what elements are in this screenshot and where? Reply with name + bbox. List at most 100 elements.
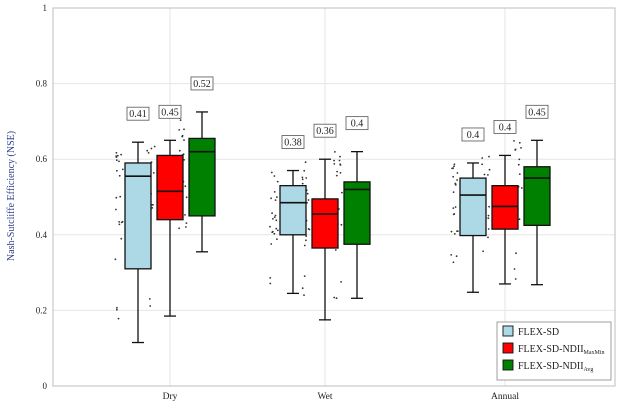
- jitter-point: [185, 196, 188, 199]
- jitter-point: [305, 239, 307, 242]
- jitter-point: [301, 287, 304, 290]
- jitter-point: [152, 172, 155, 174]
- jitter-point: [513, 268, 516, 270]
- mean-labels: 0.41 0.38 0.4 0.45 0.36 0.4 0.52 0.4 0.45: [126, 76, 549, 149]
- jitter-point: [181, 135, 184, 138]
- jitter-point: [270, 171, 273, 174]
- jitter-point: [116, 306, 118, 309]
- mean-label: 0.4: [351, 119, 364, 130]
- jitter-point: [151, 207, 154, 209]
- jitter-point: [273, 191, 276, 193]
- jitter-point: [306, 192, 309, 195]
- jitter-point: [455, 255, 458, 258]
- jitter-point: [303, 244, 306, 247]
- jitter-point: [456, 179, 458, 181]
- jitter-point: [487, 236, 489, 239]
- jitter-point: [118, 223, 121, 226]
- jitter-point: [487, 174, 489, 176]
- jitter-point: [518, 158, 521, 161]
- jitter-point: [487, 228, 490, 230]
- box: [156, 154, 184, 221]
- jitter-point: [269, 277, 272, 279]
- box: [188, 137, 216, 217]
- jitter-point: [518, 218, 521, 221]
- y-tick-label: 0.6: [36, 154, 48, 164]
- jitter-point: [454, 206, 457, 208]
- jitter-point: [115, 196, 118, 199]
- jitter-point: [454, 184, 457, 186]
- jitter-point: [518, 141, 521, 144]
- x-category-label: Dry: [163, 392, 178, 402]
- jitter-point: [117, 317, 120, 320]
- jitter-point: [520, 147, 522, 149]
- jitter-point: [453, 165, 455, 168]
- jitter-point: [184, 214, 186, 216]
- jitter-point: [488, 205, 490, 208]
- jitter-point: [305, 177, 308, 179]
- jitter-point: [339, 164, 342, 166]
- jitter-point: [179, 119, 182, 121]
- jitter-point: [276, 196, 278, 199]
- jitter-point: [276, 180, 279, 183]
- mean-label: 0.52: [193, 79, 211, 90]
- mean-label: 0.45: [161, 107, 179, 118]
- jitter-point: [452, 175, 455, 178]
- jitter-point: [149, 305, 152, 307]
- y-tick-label: 0: [43, 381, 48, 391]
- y-tick-label: 0.4: [36, 230, 48, 240]
- jitter-point: [514, 148, 517, 151]
- jitter-point: [301, 178, 304, 181]
- jitter-point: [481, 163, 483, 166]
- jitter-point: [340, 223, 343, 226]
- box: [343, 181, 371, 245]
- legend-swatch: [502, 325, 514, 337]
- jitter-point: [114, 258, 117, 261]
- jitter-point: [307, 199, 310, 201]
- legend: FLEX-SD FLEX-SD-NDIIMaxMin FLEX-SD-NDIIAvg: [496, 321, 612, 381]
- jitter-point: [116, 308, 118, 311]
- jitter-point: [276, 238, 278, 241]
- jitter-point: [488, 155, 490, 158]
- x-category-label: Annual: [491, 392, 519, 402]
- mean-label: 0.4: [467, 130, 480, 141]
- mean-label-box: [493, 120, 517, 134]
- jitter-point: [274, 214, 277, 217]
- jitter-point: [273, 175, 276, 177]
- jitter-point: [452, 213, 455, 216]
- mean-label-box: [313, 123, 337, 138]
- jitter-point: [340, 281, 342, 283]
- jitter-point: [487, 214, 490, 217]
- jitter-point: [115, 159, 118, 162]
- jitter-point: [341, 191, 343, 194]
- jitter-point: [183, 159, 186, 161]
- y-tick-label: 0.2: [36, 305, 47, 315]
- jitter-point: [150, 147, 153, 150]
- jitter-point: [453, 163, 456, 166]
- jitter-point: [185, 222, 188, 225]
- jitter-point: [271, 212, 273, 215]
- mean-label-box: [461, 127, 485, 142]
- jitter-point: [270, 197, 272, 200]
- mean-label-box: [126, 106, 150, 121]
- plot-frame: [52, 7, 616, 387]
- jitter-point: [272, 218, 274, 220]
- jitter-point: [335, 297, 338, 300]
- jitter-point: [452, 261, 455, 264]
- jitter-point: [273, 232, 276, 235]
- jitter-point: [116, 154, 119, 157]
- jitter-point: [303, 275, 306, 277]
- jitter-point: [481, 157, 484, 159]
- legend-entry: FLEX-SD: [518, 327, 559, 338]
- jitter-point: [116, 169, 118, 172]
- jitter-point: [308, 228, 311, 231]
- jitter-point: [333, 159, 335, 162]
- box: [523, 166, 551, 226]
- mean-label-box: [525, 104, 549, 119]
- jitter-point: [118, 221, 120, 223]
- jitter-point: [520, 187, 523, 189]
- jitter-point: [275, 227, 278, 230]
- jitter-point: [488, 168, 491, 171]
- jitter-point: [487, 217, 490, 220]
- jitter-point: [153, 145, 156, 148]
